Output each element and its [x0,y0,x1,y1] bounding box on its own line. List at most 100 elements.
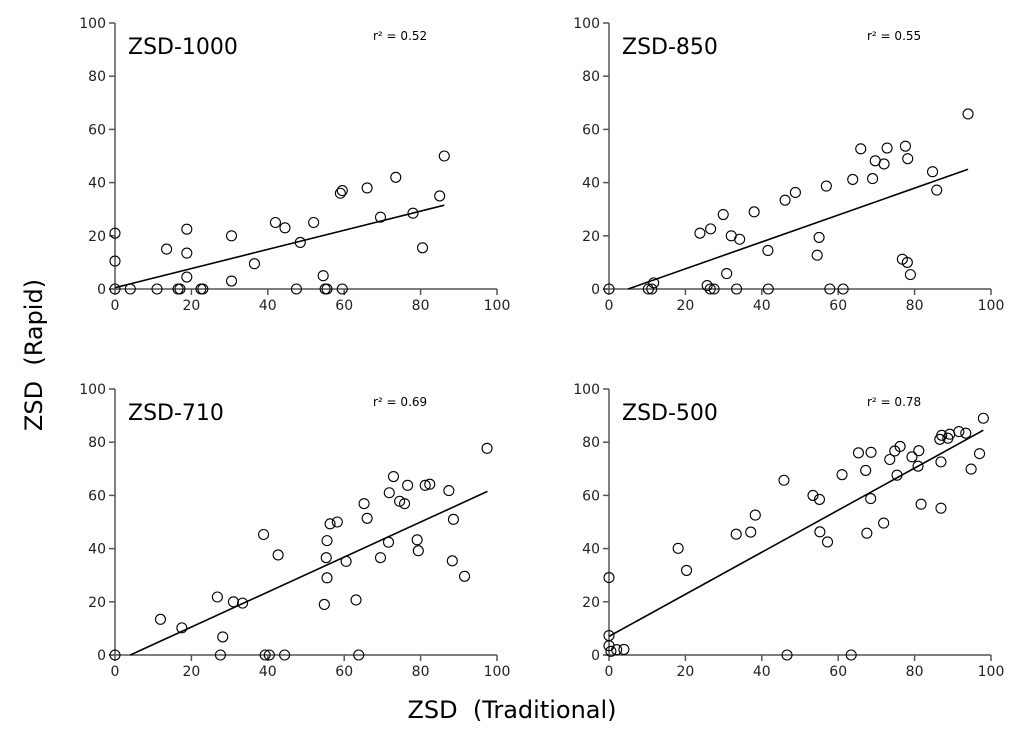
data-point [936,429,948,441]
data-point [915,498,927,510]
data-point [109,283,121,295]
data-point [824,283,836,295]
data-point [721,268,733,280]
y-tick-label: 40 [88,176,106,192]
y-tick-label: 80 [88,435,106,451]
data-point [646,283,658,295]
data-point [701,279,713,292]
data-point [953,426,965,438]
y-tick-label: 20 [88,229,106,245]
data-point [807,489,819,501]
subplot-title: ZSD-1000 [128,35,238,60]
data-point [745,526,757,538]
y-tick-label: 40 [582,542,600,558]
data-point [181,247,193,259]
data-point [321,535,333,547]
subplot-1: 0 20 40 60 80 100 0 20 40 60 80 100 ZSD-1000 r² = 0.5… [79,16,510,314]
data-point [109,227,121,239]
data-point [680,564,693,576]
data-point [927,166,939,178]
x-tick-label: 0 [111,298,120,314]
data-point [340,555,352,567]
data-point [865,446,877,458]
data-point [899,140,911,152]
data-point [109,255,121,267]
data-point [694,227,706,239]
x-tick-label: 40 [753,664,771,680]
data-point [334,187,346,199]
data-point [884,453,896,466]
subplot-2: 0 20 40 60 80 100 0 20 40 60 80 100 ZSD-850 r² = 0.55 [573,16,1004,314]
r-squared-annotation: r² = 0.69 [373,395,427,409]
data-point [399,498,411,510]
data-point [731,283,743,295]
data-point [321,283,333,295]
data-point [912,460,924,472]
data-point [336,283,348,295]
x-axis-label: ZSD (Traditional) [407,696,616,724]
data-point [374,211,387,223]
data-point [336,185,348,197]
data-point [383,487,395,499]
x-tick-label: 80 [906,298,924,314]
data-point [705,223,717,235]
x-tick-label: 0 [605,664,614,680]
data-point [402,479,414,491]
subplot-title: ZSD-500 [622,401,718,426]
y-tick-label: 80 [582,69,600,85]
data-point [227,596,239,608]
data-point [781,649,793,661]
data-point [447,513,460,525]
data-point [748,206,760,218]
x-tick-label: 0 [605,298,614,314]
y-tick-label: 60 [88,488,106,504]
data-point [394,495,406,507]
data-point [446,555,458,567]
data-point [294,236,306,248]
y-tick-label: 80 [88,69,106,85]
data-point [779,194,791,206]
data-point [361,512,373,524]
data-point [820,180,832,192]
y-tick-label: 40 [88,542,106,558]
data-point [269,216,281,229]
x-tick-label: 40 [259,298,277,314]
regression-line [608,429,984,638]
data-point [176,622,188,634]
data-point [878,517,890,529]
data-point [962,108,974,120]
data-point [836,469,848,481]
x-tick-label: 20 [182,664,200,680]
y-tick-label: 20 [88,595,106,611]
x-tick-label: 60 [335,298,353,314]
data-point [258,528,270,541]
y-tick-label: 20 [582,229,600,245]
data-point [931,184,943,196]
data-point [847,173,859,185]
data-point [324,518,336,530]
data-point [813,493,826,505]
r-squared-annotation: r² = 0.78 [867,395,921,409]
data-point [717,208,729,221]
data-point [867,173,879,185]
data-point [603,283,615,295]
data-point [906,451,918,463]
y-tick-label: 0 [97,648,106,664]
data-point [279,222,291,234]
data-point [845,649,857,661]
data-point [458,570,471,582]
data-point [878,158,890,170]
data-point [704,283,716,295]
data-point [411,534,423,546]
data-point [894,440,906,453]
data-point [290,283,303,295]
data-point [331,516,343,528]
data-point [852,447,864,459]
y-tick-label: 20 [582,595,600,611]
data-point [973,448,986,460]
y-tick-label: 0 [591,648,600,664]
data-point [605,645,617,657]
data-point [279,649,291,661]
data-point [861,527,873,539]
